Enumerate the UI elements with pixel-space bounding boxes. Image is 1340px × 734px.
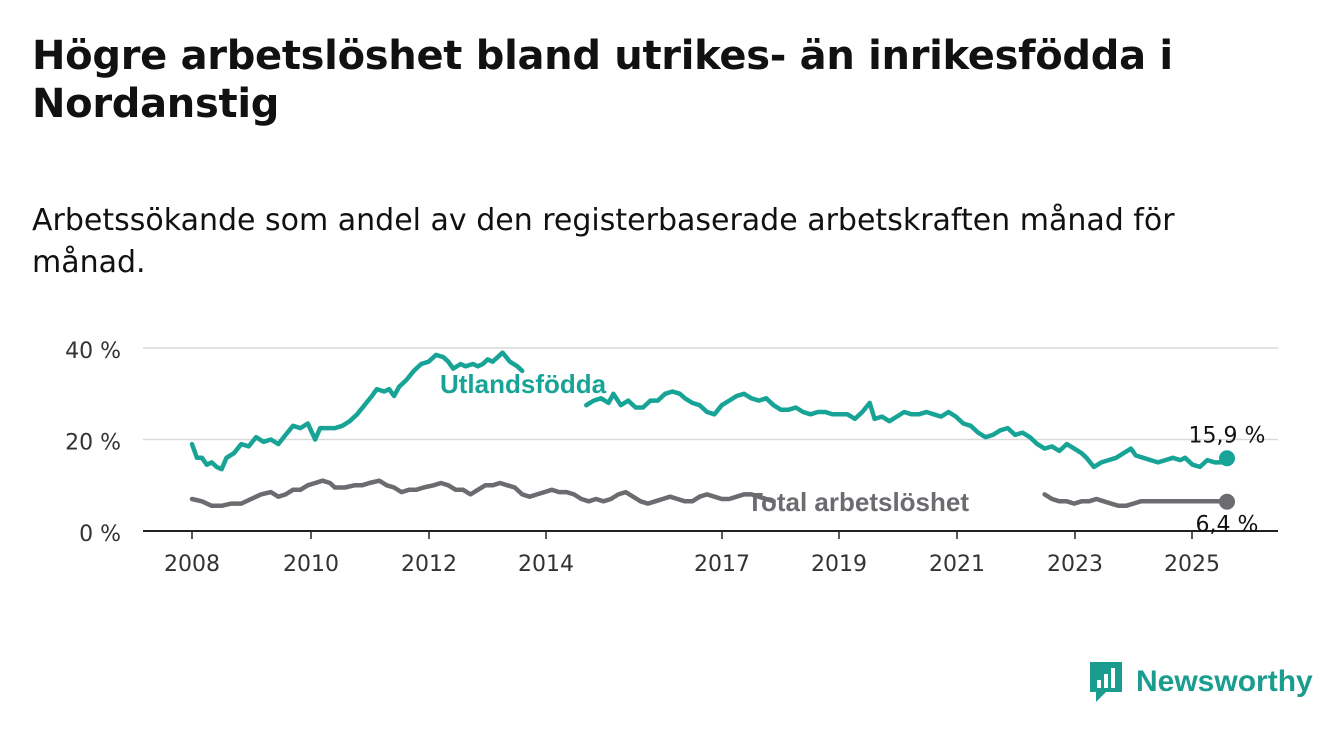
- x-tick-label: 2012: [401, 552, 457, 577]
- end-label-total: 6,4 %: [1196, 513, 1259, 538]
- newsworthy-logo-text: Newsworthy: [1136, 665, 1313, 698]
- x-tick-label: 2023: [1047, 552, 1103, 577]
- series-lines: [189, 350, 1235, 510]
- series-labels: Utlandsfödda 15,9 % Total arbetslöshet 6,4 …: [440, 369, 1265, 538]
- x-tick-label: 2010: [283, 552, 339, 577]
- series-label-total: Total arbetslöshet: [747, 487, 969, 517]
- series-line-total: [1042, 492, 1230, 509]
- chart-subtitle: Arbetssökande som andel av den registerb…: [32, 203, 1175, 280]
- end-label-utlandsfodda: 15,9 %: [1189, 423, 1266, 448]
- x-tick-label: 2019: [811, 552, 867, 577]
- x-tick-label: 2025: [1164, 552, 1220, 577]
- end-point-total: [1219, 493, 1235, 510]
- x-tick-label: 2021: [929, 552, 985, 577]
- series-label-utlandsfodda: Utlandsfödda: [440, 369, 607, 399]
- x-axis: 2008 2010 2012 2014 2017 2019 2021 2023 2025: [143, 530, 1278, 577]
- x-tick-label: 2008: [164, 552, 220, 577]
- series-line-utlandsfodda: [189, 350, 525, 472]
- y-tick-label: 20 %: [65, 431, 121, 456]
- y-tick-label: 0 %: [79, 522, 121, 547]
- x-tick-label: 2014: [518, 552, 574, 577]
- x-tick-label: 2017: [694, 552, 750, 577]
- end-point-utlandsfodda: [1219, 450, 1235, 467]
- grid-lines: [143, 347, 1278, 441]
- newsworthy-logo[interactable]: Newsworthy: [1088, 660, 1313, 704]
- newsworthy-logo-icon: [1090, 662, 1122, 702]
- y-axis: 0 % 20 % 40 %: [65, 339, 121, 547]
- line-chart: 0 % 20 % 40 % 2008 2010 2012 2014 2017 2019 2021…: [65, 339, 1278, 577]
- series-line-utlandsfodda: [584, 389, 1230, 470]
- y-tick-label: 40 %: [65, 339, 121, 364]
- chart-title: Högre arbetslöshet bland utrikes- än inr…: [32, 33, 1173, 127]
- series-line-total: [189, 478, 776, 509]
